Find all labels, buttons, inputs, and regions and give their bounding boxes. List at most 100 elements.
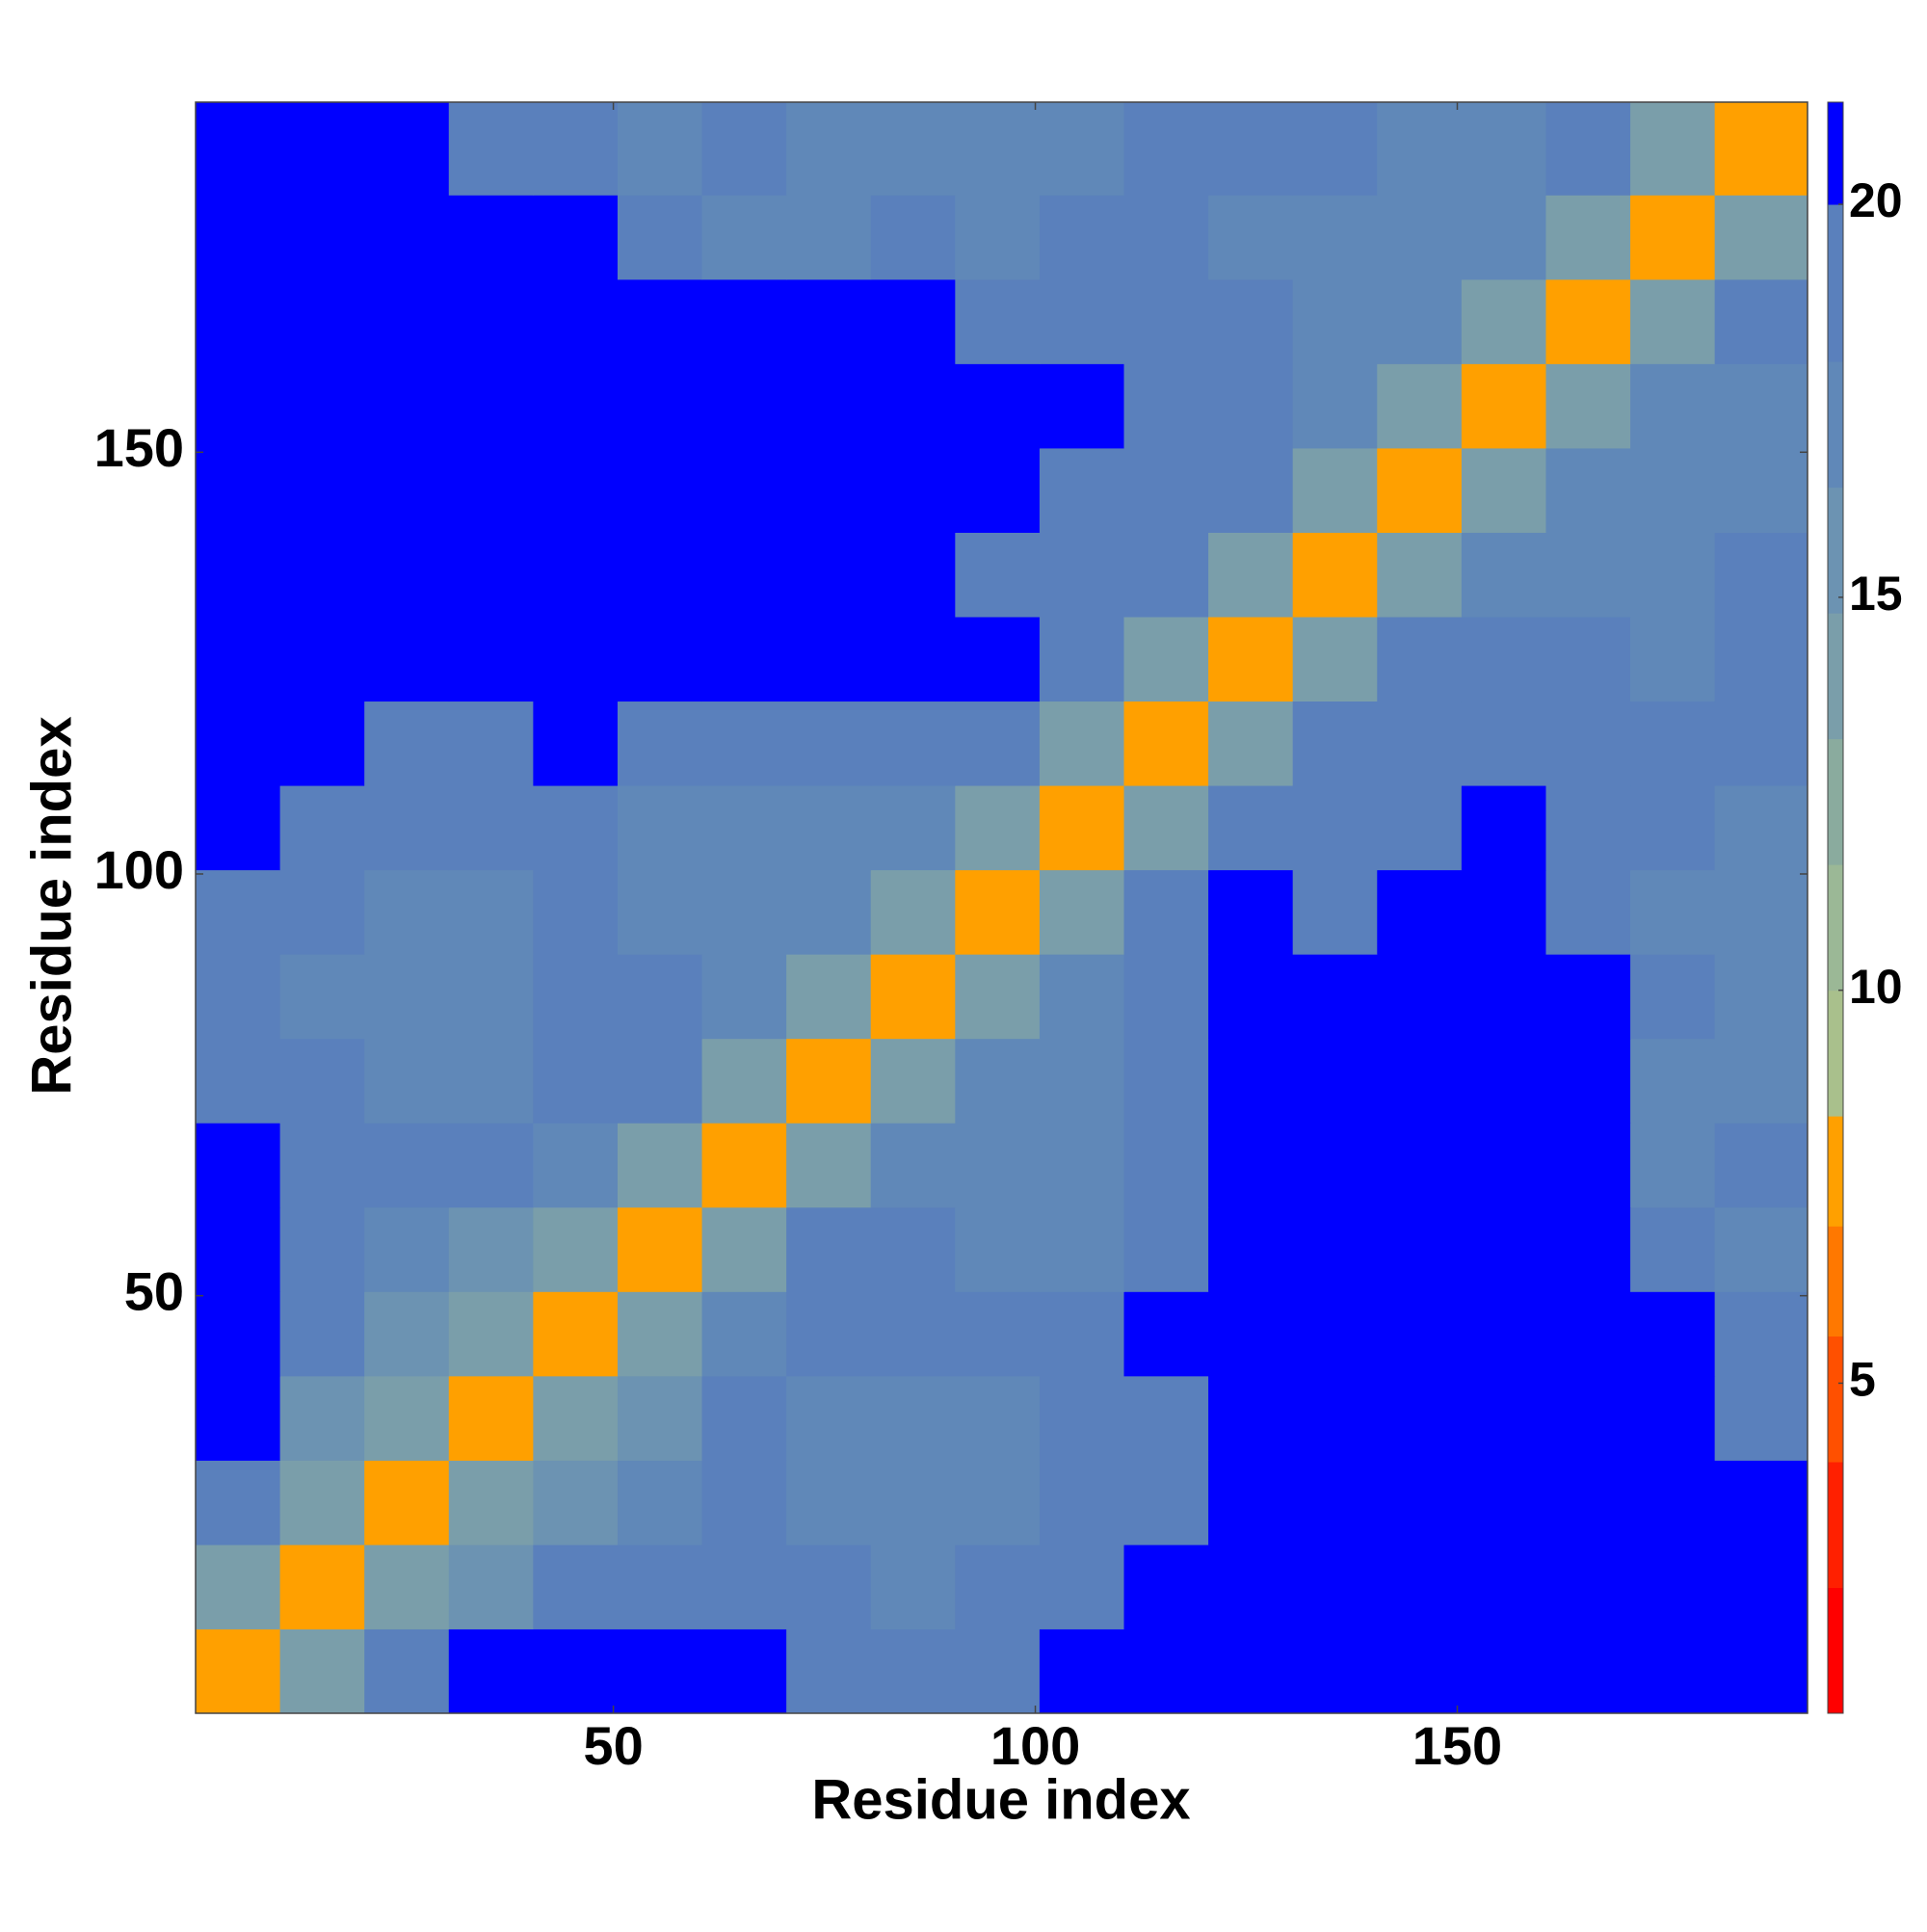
heatmap-cell <box>448 1375 534 1461</box>
heatmap-cell <box>1039 1123 1125 1208</box>
heatmap-cell <box>786 447 872 533</box>
heatmap-cell <box>279 195 365 280</box>
heatmap-cell <box>870 785 956 871</box>
heatmap-cell <box>955 278 1041 364</box>
heatmap-cell <box>279 1123 365 1208</box>
heatmap-cell <box>364 195 450 280</box>
heatmap-cell <box>1123 1123 1209 1208</box>
heatmap-cell <box>1039 1628 1125 1714</box>
heatmap-cell <box>364 785 450 871</box>
heatmap-cell <box>1545 616 1631 702</box>
colorbar-tick-label: 20 <box>1849 173 1903 227</box>
heatmap-cell <box>364 1460 450 1546</box>
heatmap-cell <box>279 447 365 533</box>
heatmap-cell <box>364 1544 450 1629</box>
colorbar-band <box>1828 361 1843 489</box>
heatmap-cell <box>1123 616 1209 702</box>
heatmap-cell <box>279 532 365 618</box>
colorbar-band <box>1828 864 1843 992</box>
heatmap-cell <box>786 195 872 280</box>
heatmap-cell <box>533 616 619 702</box>
heatmap-cell <box>870 869 956 955</box>
heatmap-cell <box>1123 1291 1209 1377</box>
heatmap-cell <box>1714 1291 1808 1377</box>
heatmap-cell <box>1292 195 1378 280</box>
y-tick-label: 100 <box>94 839 184 900</box>
colorbar-tick-label: 5 <box>1849 1353 1876 1407</box>
heatmap-cell <box>1461 1628 1546 1714</box>
heatmap-cell <box>1377 954 1463 1040</box>
heatmap-cell <box>279 1375 365 1461</box>
heatmap-cell <box>1630 102 1716 196</box>
heatmap-cell <box>1292 1206 1378 1292</box>
heatmap-cell <box>1208 1123 1294 1208</box>
colorbar-band <box>1828 487 1843 614</box>
heatmap-cell <box>533 954 619 1040</box>
x-axis-label: Residue index <box>811 1768 1190 1831</box>
heatmap-cell <box>1377 195 1463 280</box>
heatmap-cell <box>1545 1375 1631 1461</box>
colorbar-band <box>1828 1116 1843 1227</box>
heatmap-cell <box>1377 532 1463 618</box>
heatmap-cell <box>533 1375 619 1461</box>
heatmap-cell <box>701 1206 787 1292</box>
heatmap-cell <box>1208 785 1294 871</box>
heatmap-cell <box>364 363 450 449</box>
heatmap-cell <box>196 869 281 955</box>
heatmap-cell <box>870 954 956 1040</box>
heatmap-cell <box>1461 954 1546 1040</box>
heatmap-cell <box>1630 195 1716 280</box>
heatmap-cell <box>786 1206 872 1292</box>
heatmap-cell <box>1714 1123 1808 1208</box>
heatmap-cell <box>1039 1038 1125 1124</box>
heatmap-cell <box>617 447 703 533</box>
heatmap-cell <box>786 701 872 786</box>
heatmap-cell <box>617 532 703 618</box>
heatmap-cell <box>701 195 787 280</box>
heatmap-cell <box>533 532 619 618</box>
heatmap-cell <box>279 363 365 449</box>
colorbar-band <box>1828 1587 1843 1714</box>
heatmap-cell <box>364 1123 450 1208</box>
x-tick-label: 150 <box>1412 1715 1502 1776</box>
heatmap-cell <box>955 195 1041 280</box>
heatmap-cell <box>1714 785 1808 871</box>
heatmap-cell <box>1630 1460 1716 1546</box>
heatmap-cell <box>196 102 281 196</box>
heatmap-cell <box>448 195 534 280</box>
heatmap-cell <box>448 102 534 196</box>
heatmap-cell <box>1039 195 1125 280</box>
heatmap-cell <box>1461 1123 1546 1208</box>
heatmap-cell <box>701 1291 787 1377</box>
heatmap-cell <box>533 701 619 786</box>
heatmap-cell <box>1039 278 1125 364</box>
heatmap-cell <box>1630 616 1716 702</box>
heatmap-cell <box>1123 363 1209 449</box>
heatmap-cell <box>701 102 787 196</box>
heatmap-cell <box>448 785 534 871</box>
heatmap-cell <box>1123 701 1209 786</box>
heatmap-cell <box>279 701 365 786</box>
heatmap-cell <box>1461 785 1546 871</box>
heatmap-cell <box>448 532 534 618</box>
heatmap-cell <box>1461 701 1546 786</box>
heatmap-cell <box>279 1206 365 1292</box>
heatmap-cell <box>1208 869 1294 955</box>
heatmap-cell <box>448 1544 534 1629</box>
heatmap-cell <box>1039 1206 1125 1292</box>
heatmap-cell <box>1461 102 1546 196</box>
heatmap-cell <box>870 102 956 196</box>
heatmap-cell <box>701 363 787 449</box>
heatmap-cell <box>870 1038 956 1124</box>
heatmap-cell <box>701 1375 787 1461</box>
heatmap-cell <box>1377 1628 1463 1714</box>
heatmap-cell <box>1461 447 1546 533</box>
heatmap-cell <box>1461 1038 1546 1124</box>
heatmap-cell <box>870 532 956 618</box>
colorbar-tick-label: 10 <box>1849 960 1903 1014</box>
heatmap-cell <box>1714 1460 1808 1546</box>
heatmap-cell <box>279 102 365 196</box>
heatmap-cell <box>1208 701 1294 786</box>
heatmap-cell <box>1208 1628 1294 1714</box>
heatmap-cell <box>1630 532 1716 618</box>
